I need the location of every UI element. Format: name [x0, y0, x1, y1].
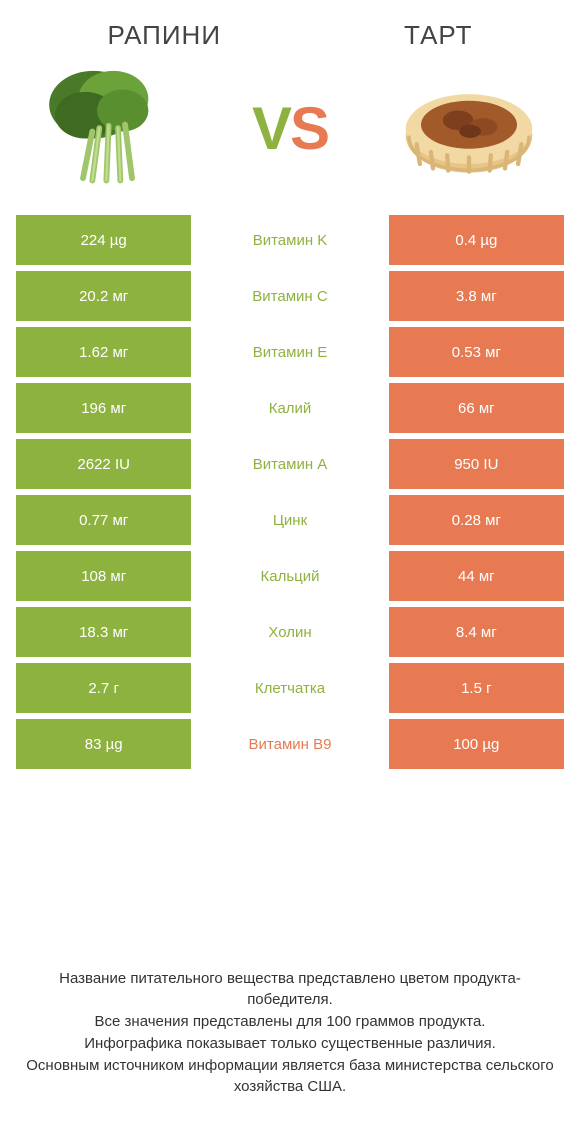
footer-line-2: Все значения представлены для 100 граммо… — [26, 1011, 554, 1033]
cell-right-value: 8.4 мг — [389, 607, 564, 657]
table-row: 108 мгКальций44 мг — [16, 551, 564, 601]
cell-left-value: 83 µg — [16, 719, 191, 769]
tart-icon — [394, 68, 544, 188]
hero-row: VS — [16, 63, 564, 193]
cell-nutrient-label: Витамин E — [191, 327, 388, 377]
product-image-right — [394, 63, 544, 193]
cell-left-value: 2622 IU — [16, 439, 191, 489]
cell-right-value: 950 IU — [389, 439, 564, 489]
cell-right-value: 44 мг — [389, 551, 564, 601]
footer-line-4: Основным источником информации является … — [26, 1055, 554, 1099]
cell-left-value: 1.62 мг — [16, 327, 191, 377]
cell-nutrient-label: Калий — [191, 383, 388, 433]
title-left: РАПИНИ — [108, 20, 222, 51]
titles-row: РАПИНИ ТАРТ — [16, 20, 564, 51]
cell-right-value: 1.5 г — [389, 663, 564, 713]
cell-nutrient-label: Цинк — [191, 495, 388, 545]
infographic-root: РАПИНИ ТАРТ VS — [0, 0, 580, 1144]
title-right: ТАРТ — [404, 20, 472, 51]
cell-nutrient-label: Витамин B9 — [191, 719, 388, 769]
table-row: 0.77 мгЦинк0.28 мг — [16, 495, 564, 545]
cell-left-value: 2.7 г — [16, 663, 191, 713]
table-row: 20.2 мгВитамин C3.8 мг — [16, 271, 564, 321]
vs-v: V — [252, 94, 290, 163]
cell-right-value: 66 мг — [389, 383, 564, 433]
table-row: 18.3 мгХолин8.4 мг — [16, 607, 564, 657]
product-image-left — [36, 63, 186, 193]
cell-left-value: 18.3 мг — [16, 607, 191, 657]
cell-left-value: 0.77 мг — [16, 495, 191, 545]
cell-nutrient-label: Кальций — [191, 551, 388, 601]
cell-right-value: 100 µg — [389, 719, 564, 769]
cell-nutrient-label: Витамин C — [191, 271, 388, 321]
cell-nutrient-label: Клетчатка — [191, 663, 388, 713]
cell-nutrient-label: Холин — [191, 607, 388, 657]
cell-nutrient-label: Витамин A — [191, 439, 388, 489]
cell-right-value: 0.4 µg — [389, 215, 564, 265]
comparison-table: 224 µgВитамин K0.4 µg 20.2 мгВитамин C3.8… — [16, 215, 564, 775]
cell-left-value: 108 мг — [16, 551, 191, 601]
table-row: 224 µgВитамин K0.4 µg — [16, 215, 564, 265]
table-row: 196 мгКалий66 мг — [16, 383, 564, 433]
cell-nutrient-label: Витамин K — [191, 215, 388, 265]
footer-notes: Название питательного вещества представл… — [16, 932, 564, 1129]
rapini-icon — [41, 63, 181, 193]
cell-left-value: 224 µg — [16, 215, 191, 265]
cell-left-value: 20.2 мг — [16, 271, 191, 321]
cell-right-value: 0.28 мг — [389, 495, 564, 545]
table-row: 83 µgВитамин B9100 µg — [16, 719, 564, 769]
vs-s: S — [290, 94, 328, 163]
cell-left-value: 196 мг — [16, 383, 191, 433]
footer-line-1: Название питательного вещества представл… — [26, 968, 554, 1012]
table-row: 2622 IUВитамин A950 IU — [16, 439, 564, 489]
cell-right-value: 0.53 мг — [389, 327, 564, 377]
cell-right-value: 3.8 мг — [389, 271, 564, 321]
table-row: 2.7 гКлетчатка1.5 г — [16, 663, 564, 713]
vs-label: VS — [252, 94, 328, 163]
footer-line-3: Инфографика показывает только существенн… — [26, 1033, 554, 1055]
table-row: 1.62 мгВитамин E0.53 мг — [16, 327, 564, 377]
